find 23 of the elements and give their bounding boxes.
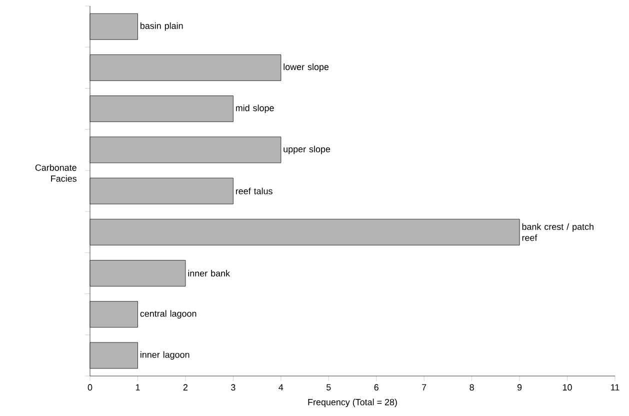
x-tick-label: 1 — [136, 384, 140, 390]
y-tick-label: central lagoon — [140, 310, 196, 319]
x-tick-label: 9 — [517, 384, 522, 391]
y-tick-label: mid slope — [236, 104, 274, 113]
y-tick-label: reef talus — [236, 188, 272, 194]
x-tick-label: 5 — [326, 384, 331, 390]
x-axis-title: Frequency (Total = 28) — [308, 398, 397, 408]
x-tick-label: 3 — [231, 384, 236, 391]
y-tick-label: inner bank — [188, 270, 230, 277]
y-tick-label: inner lagoon — [140, 351, 190, 360]
y-axis-title: Carbonate Facies — [35, 164, 76, 182]
x-tick-label: 8 — [470, 384, 474, 391]
x-tick-label: 6 — [374, 384, 378, 391]
x-tick-label: 4 — [278, 384, 284, 390]
x-tick-label: 0 — [88, 384, 92, 391]
x-tick-label: 2 — [183, 384, 188, 390]
y-tick-label: upper slope — [284, 146, 330, 154]
x-tick-label: 7 — [422, 384, 426, 390]
x-tick-label: 10 — [562, 384, 572, 391]
y-tick-label: bank crest / patch reef — [522, 223, 594, 241]
x-tick-label: 11 — [611, 384, 620, 390]
y-tick-label: lower slope — [284, 63, 329, 72]
y-tick-label: basin plain — [140, 22, 183, 31]
